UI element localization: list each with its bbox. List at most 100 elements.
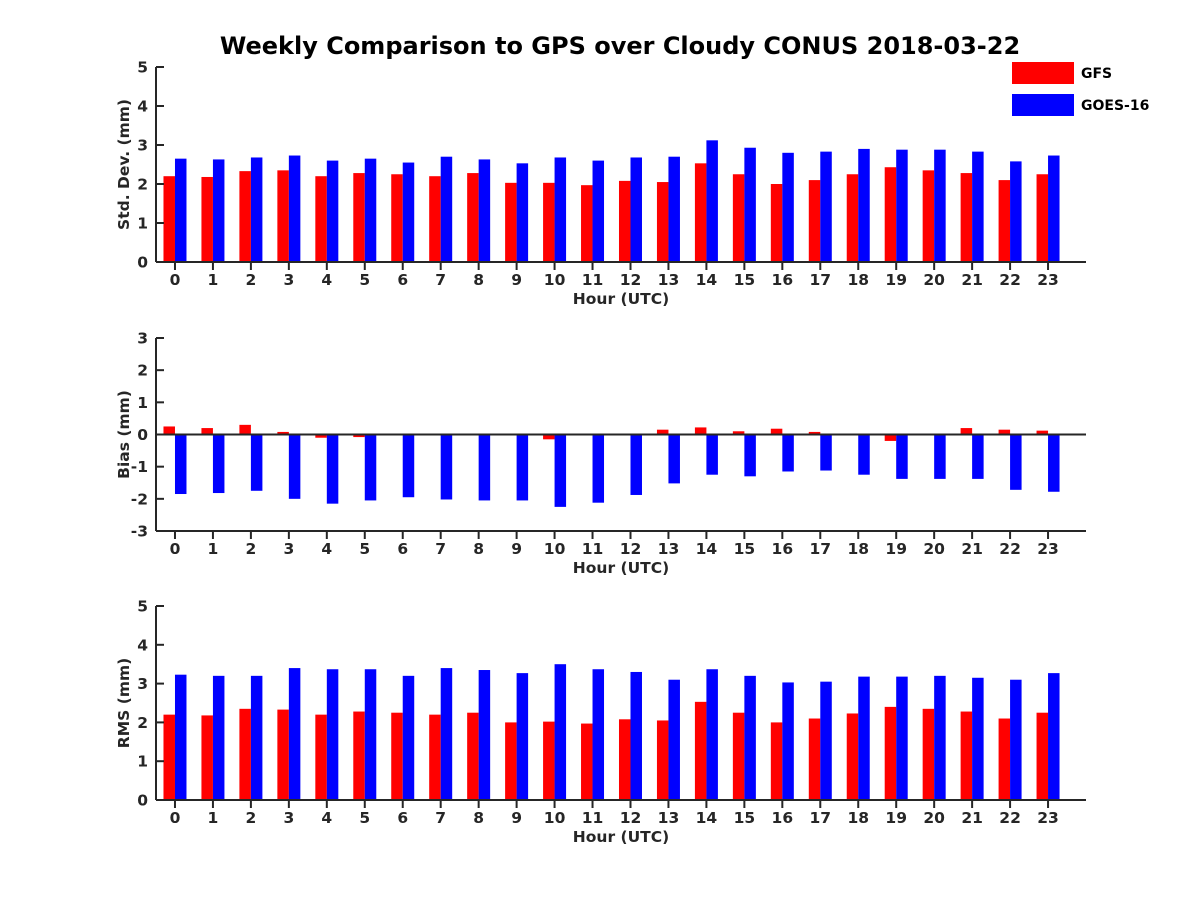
x-tick-label: 14 bbox=[696, 540, 718, 558]
bar-goes-16-hour-11 bbox=[592, 669, 605, 800]
x-tick-label: 10 bbox=[544, 540, 566, 558]
legend-label-goes-16: GOES-16 bbox=[1081, 98, 1149, 114]
bar-goes-16-hour-3 bbox=[288, 668, 301, 800]
bar-goes-16-hour-7 bbox=[440, 434, 453, 500]
bar-goes-16-hour-5 bbox=[364, 669, 377, 800]
bar-gfs-hour-10 bbox=[543, 182, 555, 262]
bar-gfs-hour-1 bbox=[201, 428, 213, 435]
x-tick-label: 14 bbox=[696, 271, 718, 289]
bar-gfs-hour-11 bbox=[581, 723, 593, 800]
bar-goes-16-hour-3 bbox=[288, 155, 301, 262]
bar-gfs-hour-4 bbox=[315, 714, 327, 800]
bar-goes-16-hour-17 bbox=[820, 151, 832, 262]
bar-goes-16-hour-18 bbox=[858, 434, 870, 475]
bar-gfs-hour-12 bbox=[618, 180, 631, 262]
bar-goes-16-hour-2 bbox=[250, 157, 263, 262]
bar-gfs-hour-2 bbox=[239, 171, 251, 262]
bar-goes-16-hour-12 bbox=[630, 434, 642, 495]
y-axis-label: RMS (mm) bbox=[115, 658, 133, 748]
y-tick-label: 1 bbox=[137, 215, 148, 233]
x-tick-label: 21 bbox=[961, 809, 983, 827]
bar-gfs-hour-10 bbox=[543, 434, 555, 440]
x-tick-label: 17 bbox=[809, 271, 831, 289]
x-tick-label: 18 bbox=[847, 540, 869, 558]
bar-goes-16-hour-4 bbox=[326, 434, 339, 504]
bar-goes-16-hour-1 bbox=[212, 159, 225, 262]
bar-gfs-hour-1 bbox=[201, 176, 213, 262]
y-tick-label: 3 bbox=[137, 675, 148, 693]
y-tick-label: -3 bbox=[131, 523, 148, 541]
bar-goes-16-hour-14 bbox=[706, 140, 718, 262]
bar-goes-16-hour-21 bbox=[972, 677, 984, 800]
bar-goes-16-hour-21 bbox=[972, 151, 984, 262]
bar-goes-16-hour-7 bbox=[440, 156, 453, 262]
bar-gfs-hour-19 bbox=[884, 434, 897, 441]
y-tick-label: 0 bbox=[137, 254, 148, 272]
x-tick-label: 2 bbox=[245, 271, 256, 289]
legend-swatch-goes-16 bbox=[1012, 94, 1074, 116]
bar-goes-16-hour-15 bbox=[744, 675, 756, 800]
bar-gfs-hour-12 bbox=[618, 719, 631, 800]
bar-goes-16-hour-12 bbox=[630, 671, 642, 800]
x-tick-label: 9 bbox=[511, 540, 522, 558]
bar-gfs-hour-14 bbox=[694, 427, 707, 435]
bar-gfs-hour-20 bbox=[922, 708, 935, 800]
bar-gfs-hour-16 bbox=[770, 722, 783, 800]
y-tick-label: 1 bbox=[137, 753, 148, 771]
x-tick-label: 21 bbox=[961, 540, 983, 558]
bar-gfs-hour-19 bbox=[884, 167, 897, 262]
x-tick-label: 6 bbox=[397, 540, 408, 558]
x-tick-label: 12 bbox=[620, 540, 642, 558]
y-axis-label: Bias (mm) bbox=[115, 390, 133, 479]
bar-goes-16-hour-23 bbox=[1048, 155, 1060, 262]
bar-goes-16-hour-11 bbox=[592, 160, 605, 262]
bar-goes-16-hour-7 bbox=[440, 668, 453, 800]
x-tick-label: 11 bbox=[582, 271, 604, 289]
bar-gfs-hour-18 bbox=[846, 713, 859, 800]
x-tick-label: 9 bbox=[511, 809, 522, 827]
x-tick-label: 22 bbox=[999, 540, 1021, 558]
bar-gfs-hour-1 bbox=[201, 715, 213, 800]
x-tick-label: 19 bbox=[885, 271, 907, 289]
x-tick-label: 1 bbox=[208, 271, 219, 289]
bar-goes-16-hour-15 bbox=[744, 147, 756, 262]
bar-goes-16-hour-2 bbox=[250, 434, 263, 491]
x-tick-label: 23 bbox=[1037, 271, 1059, 289]
bar-gfs-hour-23 bbox=[1036, 430, 1049, 435]
bar-gfs-hour-8 bbox=[467, 173, 479, 262]
x-tick-label: 7 bbox=[435, 809, 446, 827]
bar-gfs-hour-6 bbox=[391, 712, 403, 800]
x-tick-label: 20 bbox=[923, 809, 945, 827]
x-tick-label: 7 bbox=[435, 271, 446, 289]
x-tick-label: 13 bbox=[658, 271, 680, 289]
bar-gfs-hour-16 bbox=[770, 184, 783, 262]
x-tick-label: 8 bbox=[473, 271, 484, 289]
bar-goes-16-hour-23 bbox=[1048, 434, 1060, 492]
bar-goes-16-hour-2 bbox=[250, 675, 263, 800]
bar-gfs-hour-10 bbox=[543, 721, 555, 800]
bar-goes-16-hour-1 bbox=[212, 675, 225, 800]
x-tick-label: 23 bbox=[1037, 809, 1059, 827]
x-tick-label: 0 bbox=[170, 540, 181, 558]
bar-gfs-hour-16 bbox=[770, 428, 783, 435]
x-tick-label: 22 bbox=[999, 809, 1021, 827]
bar-gfs-hour-19 bbox=[884, 706, 897, 800]
x-tick-label: 10 bbox=[544, 271, 566, 289]
x-tick-label: 17 bbox=[809, 540, 831, 558]
x-tick-label: 10 bbox=[544, 809, 566, 827]
bar-gfs-hour-4 bbox=[315, 176, 327, 262]
bar-goes-16-hour-14 bbox=[706, 434, 718, 475]
x-tick-label: 2 bbox=[245, 809, 256, 827]
x-tick-label: 21 bbox=[961, 271, 983, 289]
x-tick-label: 16 bbox=[772, 809, 794, 827]
bar-gfs-hour-22 bbox=[998, 429, 1011, 435]
x-tick-label: 16 bbox=[772, 271, 794, 289]
bar-goes-16-hour-15 bbox=[744, 434, 756, 477]
bar-gfs-hour-0 bbox=[163, 426, 175, 435]
bar-goes-16-hour-20 bbox=[934, 675, 946, 800]
bar-gfs-hour-13 bbox=[656, 720, 669, 800]
x-tick-label: 15 bbox=[734, 540, 756, 558]
